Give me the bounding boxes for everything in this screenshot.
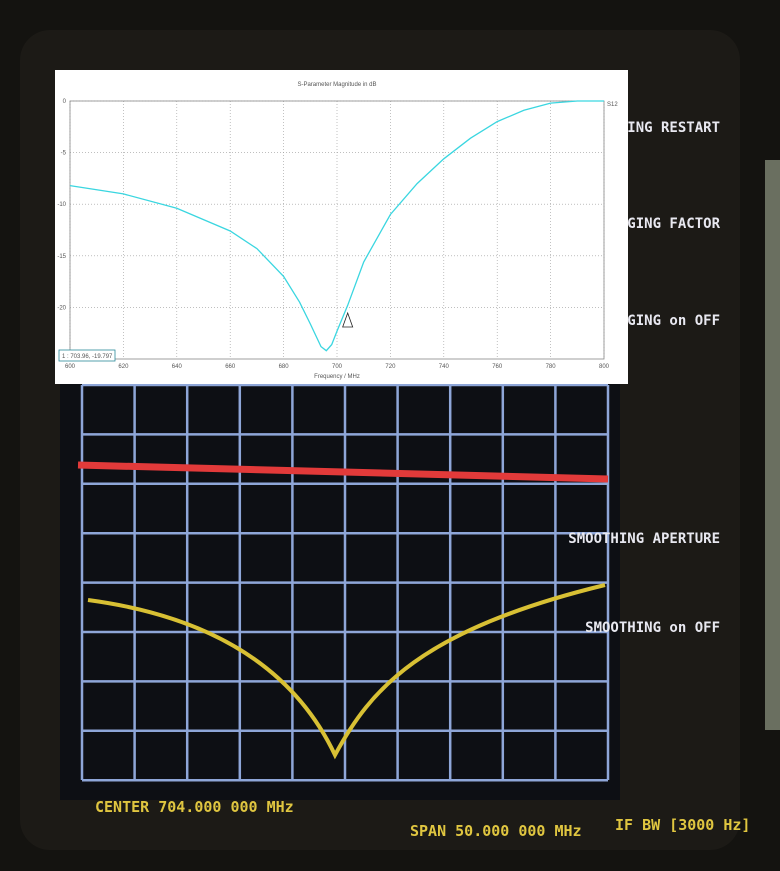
x-tick-label: 600	[65, 364, 76, 370]
x-axis-label: Frequency / MHz	[314, 374, 360, 380]
x-tick-label: 620	[118, 364, 129, 370]
if-bw: IF BW [3000 Hz]	[615, 816, 750, 834]
legend-entry: S12	[607, 102, 618, 108]
center-freq: CENTER 704.000 000 MHz	[95, 798, 294, 816]
x-tick-label: 760	[492, 364, 503, 370]
y-tick-label: -15	[57, 254, 66, 260]
x-tick-label: 800	[599, 364, 610, 370]
marker-label: 1 : 703.96, -19.797	[62, 354, 113, 360]
softkey: SMOOTHING APERTURE	[568, 531, 720, 547]
x-tick-label: 700	[332, 364, 343, 370]
side-photo	[765, 160, 780, 730]
x-tick-label: 720	[385, 364, 396, 370]
y-tick-label: -20	[57, 305, 66, 311]
y-tick-label: -5	[61, 151, 67, 157]
span: SPAN 50.000 000 MHz	[410, 822, 582, 840]
softkey: SMOOTHING on OFF	[585, 620, 720, 636]
chart-title: S-Parameter Magnitude in dB	[297, 82, 376, 88]
y-tick-label: -10	[57, 202, 66, 208]
page: AVERAGING RESTARTAVERAGING FACTORAVERAGI…	[0, 0, 780, 871]
inset-chart-bg	[55, 70, 628, 384]
x-tick-label: 740	[439, 364, 450, 370]
x-tick-label: 640	[172, 364, 183, 370]
x-tick-label: 660	[225, 364, 236, 370]
x-tick-label: 780	[546, 364, 557, 370]
crt	[60, 360, 620, 800]
x-tick-label: 680	[279, 364, 290, 370]
